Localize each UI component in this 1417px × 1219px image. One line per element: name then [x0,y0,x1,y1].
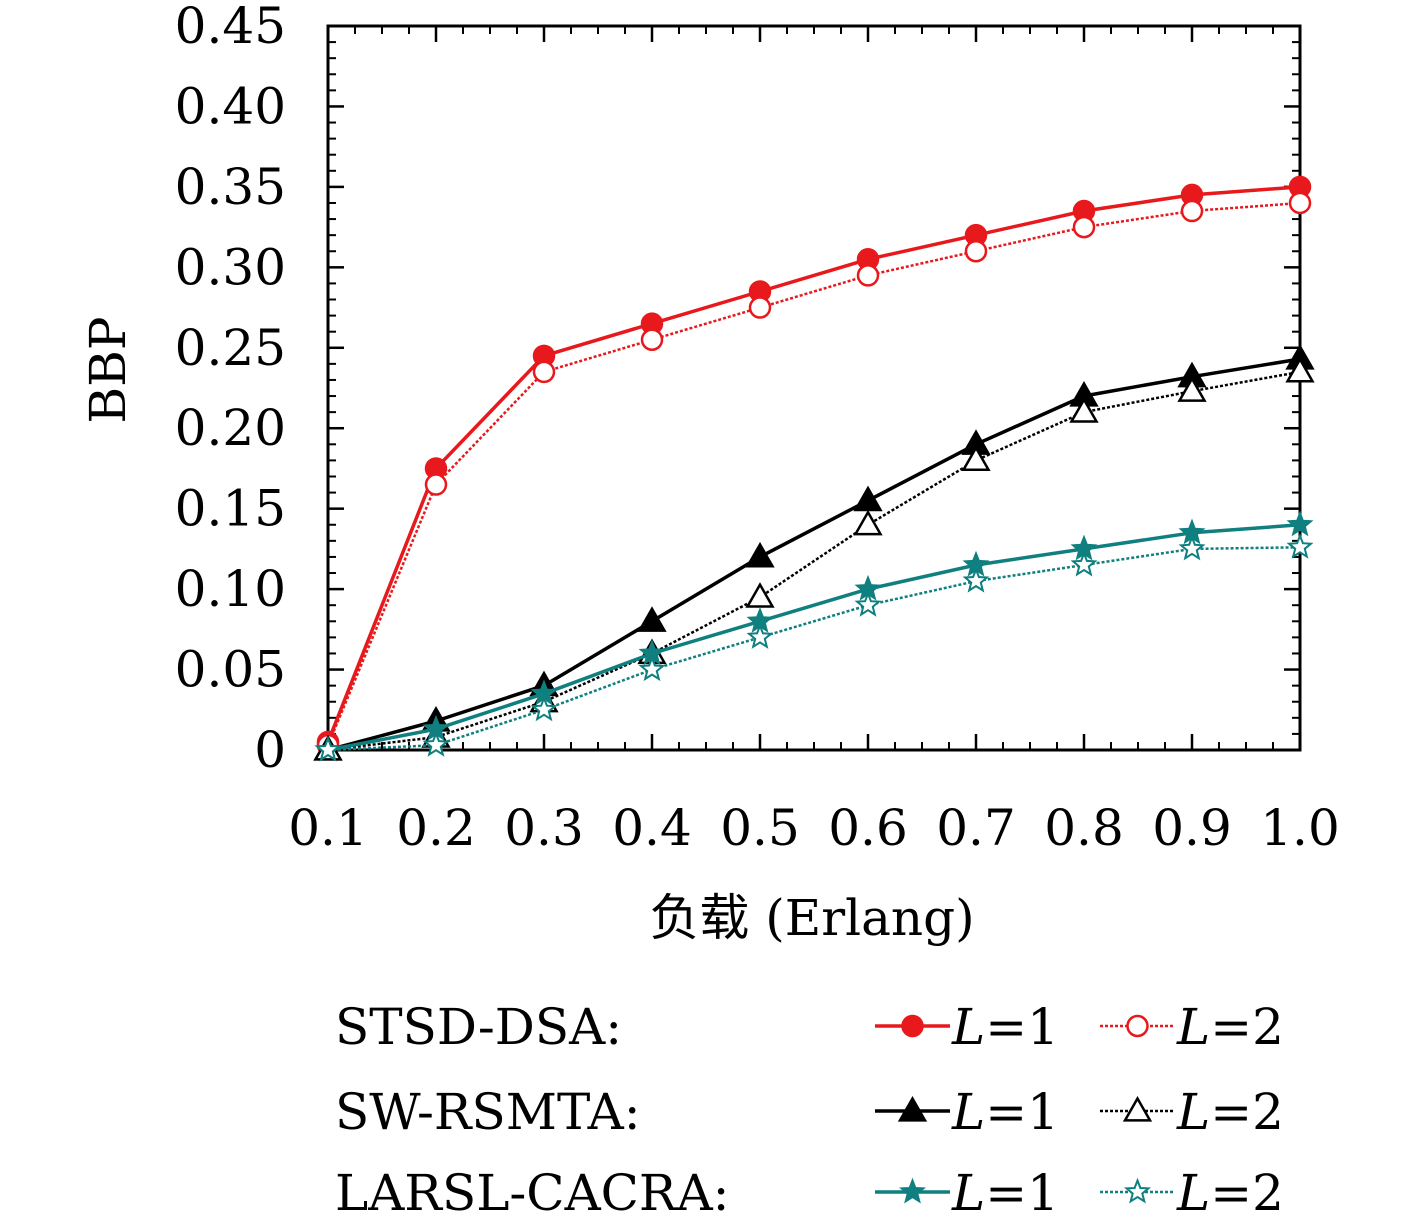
data-point [1072,215,1096,239]
data-point [964,239,988,263]
data-point [1070,550,1098,577]
series-larsl-cacra-L2 [314,533,1314,762]
legend-entry-label: L=2 [1176,1164,1284,1219]
legend: STSD-DSA: L=1 L=2 SW-RSMTA: L=1 L=2 LARSL-CACR… [335,998,1284,1219]
legend-marker [901,1014,924,1038]
x-tick-label: 0.6 [828,799,908,857]
data-point [1288,191,1312,215]
series-line [326,185,1301,743]
series-sw-rsmta-L2 [313,356,1315,761]
x-tick-label: 0.3 [504,799,584,857]
series-line [327,370,1301,752]
legend-marker [1122,1095,1153,1122]
legend-group-label: STSD-DSA: [335,998,622,1056]
data-point [854,590,882,617]
legend-group-label: SW-RSMTA: [335,1083,641,1141]
data-point [1285,356,1315,383]
data-point [1177,376,1207,402]
x-tick-label: 1.0 [1260,799,1340,857]
x-axis: 0.1 0.2 0.3 0.4 0.5 0.6 0.7 0.8 0.9 1.0 [288,26,1340,857]
data-point [853,509,883,536]
data-point [746,623,774,649]
y-tick-label: 0.20 [175,399,286,457]
legend-group-label: LARSL-CACRA: [335,1164,730,1219]
data-point [745,582,775,608]
x-tick-label: 0.1 [288,799,368,857]
series-stsd-dsa-L2 [316,191,1312,757]
data-point [314,735,342,762]
y-tick-label: 0 [254,721,286,779]
legend-entry-label: L=2 [1176,998,1284,1056]
y-tick-label: 0.40 [175,77,286,135]
series-stsd-dsa-L1 [316,175,1312,754]
legend-marker [897,1095,928,1122]
data-point [853,485,883,512]
x-tick-label: 0.4 [612,799,692,857]
legend-marker [1126,1014,1149,1038]
data-point [424,473,448,496]
y-axis: 0 0.05 0.10 0.15 0.20 0.25 0.30 0.35 0.40 0.45 [175,0,1300,779]
data-point [640,328,664,351]
legend-entry-label: L=2 [1176,1083,1284,1141]
legend-marker [898,1177,927,1204]
y-axis-title: BBP [79,316,137,423]
x-tick-label: 0.8 [1044,799,1124,857]
series-line [327,357,1301,752]
legend-marker [1123,1177,1152,1204]
data-point [637,606,667,632]
y-tick-label: 0.05 [175,641,286,699]
series-larsl-cacra-L1 [314,510,1314,762]
data-point [1286,533,1314,559]
data-point [638,655,666,682]
data-point [745,541,775,568]
data-point [1286,510,1314,537]
data-point [962,566,990,593]
data-point [1180,199,1204,223]
x-tick-label: 0.9 [1152,799,1232,857]
legend-entry-label: L=1 [951,998,1059,1056]
series-line [326,201,1301,746]
data-point [1069,397,1099,423]
x-tick-label: 0.7 [936,799,1016,857]
x-tick-label: 0.2 [396,799,476,857]
series-layer [313,175,1315,762]
data-point [961,445,991,472]
legend-entry-label: L=1 [951,1083,1059,1141]
plot-area [326,24,1302,752]
data-point [856,264,880,287]
y-tick-label: 0.25 [175,319,286,377]
y-tick-label: 0.35 [175,158,286,216]
y-tick-label: 0.30 [175,238,286,296]
legend-entry-label: L=1 [951,1164,1059,1219]
plot-frame [326,24,1302,752]
y-tick-label: 0.10 [175,560,286,618]
series-line [327,546,1301,752]
data-point [748,296,772,319]
x-tick-label: 0.5 [720,799,800,857]
x-axis-title: 负载 (Erlang) [649,889,974,947]
series-line [327,523,1301,752]
data-point [530,695,558,722]
data-point [1178,534,1206,561]
data-point [422,730,450,757]
data-point [532,360,556,384]
y-tick-label: 0.45 [175,0,286,55]
y-tick-label: 0.15 [175,480,286,538]
